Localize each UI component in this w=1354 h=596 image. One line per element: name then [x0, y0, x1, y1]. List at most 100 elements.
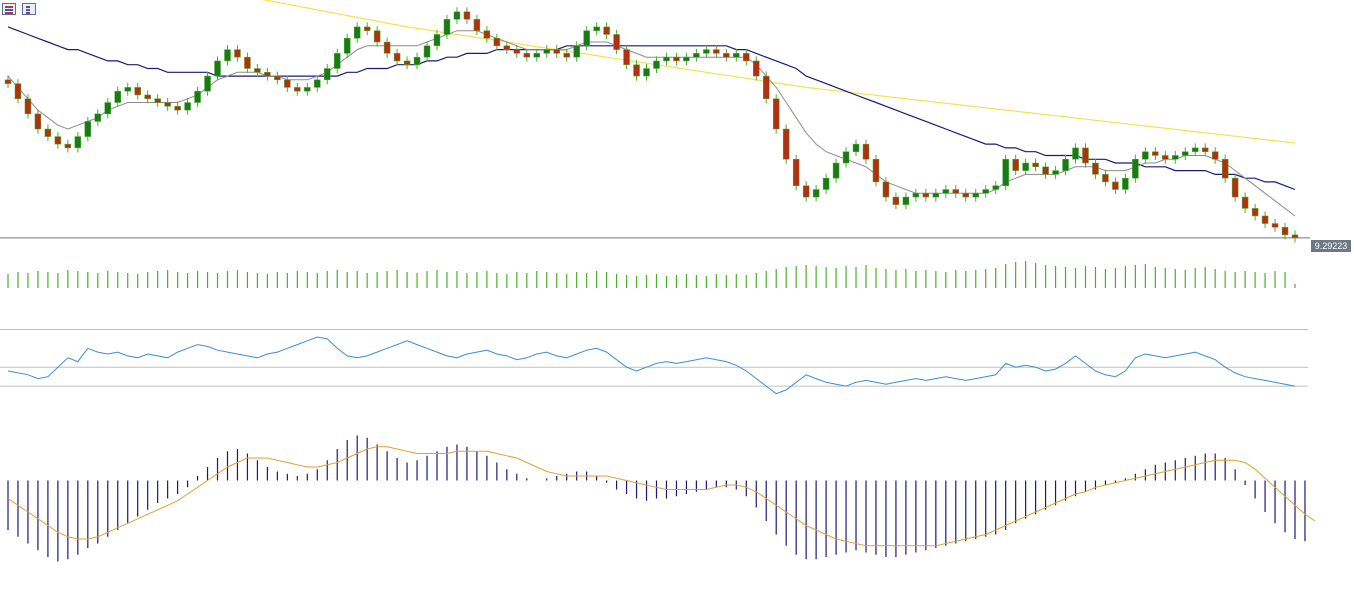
moving-average-mid: [7, 26, 1296, 191]
candle-body: [1132, 159, 1139, 179]
candle-body: [573, 45, 580, 58]
candle-body: [533, 53, 541, 58]
candle-body: [64, 143, 72, 149]
candle-body: [1291, 234, 1299, 239]
candle-body: [373, 30, 381, 43]
candle-body: [1012, 159, 1019, 171]
candle-body: [1092, 162, 1099, 175]
candle-body: [413, 56, 421, 65]
candle-body: [453, 11, 461, 20]
candle-body: [443, 19, 451, 35]
candle-body: [972, 193, 979, 198]
candle-body: [433, 34, 441, 47]
candle-body: [134, 87, 141, 96]
candle-body: [1022, 162, 1029, 171]
candle-body: [733, 53, 740, 58]
candle-body: [1271, 223, 1279, 228]
moving-average-fast: [7, 30, 1296, 217]
candle-body: [513, 49, 521, 54]
candle-body: [753, 60, 760, 77]
candle-body: [84, 121, 92, 137]
candle-body: [1142, 151, 1149, 160]
candle-body: [812, 189, 820, 198]
candle-body: [264, 72, 271, 77]
candle-body: [493, 38, 501, 47]
candle-body: [1032, 162, 1039, 168]
candle-body: [114, 90, 121, 103]
candle-body: [1062, 159, 1069, 171]
volume-panel: [7, 261, 1296, 288]
candle-body: [44, 128, 52, 137]
candle-body: [423, 45, 431, 58]
candle-body: [1261, 215, 1269, 224]
candle-body: [563, 53, 570, 58]
candle-body: [333, 53, 341, 69]
candle-body: [284, 79, 291, 88]
candle-body: [353, 26, 361, 39]
candle-body: [304, 87, 311, 92]
candle-body: [1251, 208, 1259, 217]
candle-body: [194, 90, 201, 103]
candle-body: [922, 193, 930, 198]
candle-body: [1072, 147, 1079, 160]
candle-body: [683, 56, 690, 62]
candle-body: [633, 64, 640, 77]
candle-body: [204, 75, 211, 92]
candle-body: [543, 49, 550, 54]
candle-body: [1172, 155, 1179, 160]
candle-body: [663, 56, 670, 62]
candle-body: [1122, 177, 1129, 190]
candle-body: [363, 26, 371, 31]
candle-body: [1231, 177, 1239, 198]
candle-body: [4, 79, 12, 84]
candle-body: [74, 136, 82, 149]
candle-body: [54, 136, 62, 145]
candle-body: [693, 53, 700, 58]
rsi-line: [7, 336, 1296, 395]
candle-body: [124, 87, 131, 92]
chart-toolbar: [2, 3, 36, 15]
candle-body: [254, 68, 261, 73]
candle-body: [912, 193, 920, 198]
candle-body: [862, 143, 870, 160]
candle-body: [583, 30, 590, 47]
candle-body: [842, 151, 850, 164]
candle-body: [463, 11, 471, 20]
candle-body: [1221, 159, 1229, 179]
candle-body: [932, 193, 940, 198]
candle-body: [892, 196, 900, 205]
candle-body: [673, 56, 680, 62]
macd-signal-line: [7, 446, 1316, 547]
candle-body: [224, 49, 231, 62]
candle-body: [1052, 170, 1059, 175]
candle-body: [623, 49, 630, 65]
candle-body: [713, 49, 720, 54]
candle-body: [1201, 147, 1209, 152]
candle-body: [94, 113, 102, 122]
chart-settings-icon[interactable]: [22, 3, 36, 15]
candle-body: [104, 102, 112, 115]
list-view-icon[interactable]: [2, 3, 16, 15]
candle-body: [164, 102, 171, 107]
candle-body: [214, 60, 221, 77]
candle-body: [1152, 151, 1159, 156]
price-panel: [0, 0, 1310, 243]
candle-body: [902, 196, 910, 205]
candle-body: [792, 159, 800, 186]
candle-body: [393, 53, 401, 62]
candle-body: [743, 53, 750, 62]
candle-body: [144, 94, 151, 99]
candle-body: [523, 53, 531, 58]
candle-body: [1042, 166, 1049, 175]
candle-body: [1211, 151, 1219, 160]
candle-body: [822, 177, 830, 190]
macd-panel: [7, 435, 1316, 562]
candle-body: [952, 189, 960, 194]
candle-body: [483, 30, 491, 39]
candle-body: [703, 49, 710, 54]
candle-body: [782, 128, 790, 160]
candle-body: [1281, 227, 1289, 236]
candle-body: [762, 75, 770, 99]
candle-body: [1082, 147, 1089, 164]
candle-body: [882, 181, 890, 198]
